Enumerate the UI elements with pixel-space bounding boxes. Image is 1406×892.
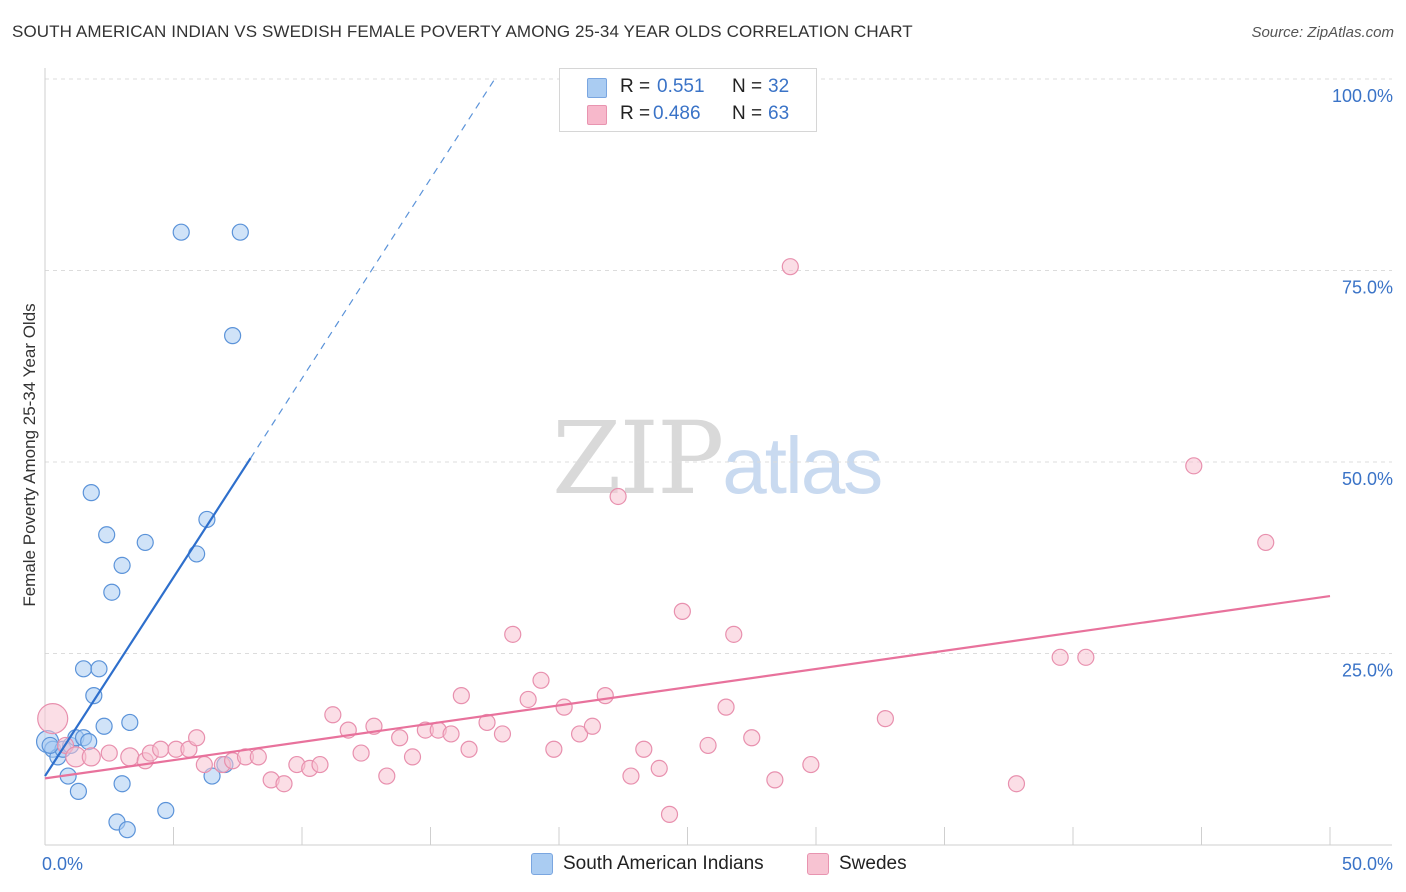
data-point-swedes	[1077, 648, 1095, 666]
data-point-swedes	[352, 744, 370, 762]
trend-line-swedes	[44, 594, 1331, 780]
data-point-swedes	[555, 698, 573, 716]
data-point-south-american-indians	[85, 687, 103, 705]
n-value: 32	[768, 76, 790, 97]
x-tick-label: 50.0%	[1342, 854, 1393, 874]
data-point-swedes	[378, 767, 396, 785]
data-point-swedes	[460, 740, 478, 758]
data-point-south-american-indians	[80, 732, 98, 751]
legend: South American Indians Swedes	[0, 850, 1406, 878]
data-point-swedes	[504, 625, 522, 643]
stats-box: R = 0.551 N = 32 R = 0.486 N = 63	[559, 68, 817, 132]
data-point-swedes	[493, 725, 512, 743]
data-point-swedes	[650, 759, 668, 778]
data-point-swedes	[249, 748, 267, 766]
data-point-swedes	[876, 710, 894, 728]
data-point-south-american-indians	[118, 821, 136, 839]
n-label: N =	[732, 76, 763, 97]
data-point-swedes	[120, 747, 140, 767]
chart-title: SOUTH AMERICAN INDIAN VS SWEDISH FEMALE …	[12, 22, 913, 41]
data-point-swedes	[1257, 533, 1275, 552]
legend-swatch-south-american-indians	[531, 853, 553, 875]
data-point-south-american-indians	[103, 583, 121, 601]
data-point-swedes	[743, 729, 761, 747]
data-point-swedes	[583, 717, 602, 735]
data-point-south-american-indians	[113, 775, 131, 793]
y-tick-label: 25.0%	[1342, 661, 1393, 681]
data-point-swedes	[660, 805, 679, 823]
data-point-swedes	[673, 602, 691, 620]
data-point-south-american-indians	[136, 533, 154, 552]
n-value: 63	[768, 103, 790, 124]
data-point-swedes	[545, 740, 563, 758]
data-point-swedes	[725, 625, 743, 643]
stats-swatch-south-american-indians	[587, 78, 607, 98]
data-point-swedes	[478, 713, 496, 732]
data-point-south-american-indians	[69, 782, 88, 800]
data-point-south-american-indians	[95, 717, 113, 735]
data-point-swedes	[570, 725, 589, 743]
data-point-south-american-indians	[231, 223, 249, 241]
data-point-swedes	[100, 744, 118, 762]
data-point-swedes	[275, 775, 293, 793]
data-point-south-american-indians	[41, 736, 59, 755]
data-point-swedes	[519, 690, 537, 709]
data-point-swedes	[635, 740, 653, 758]
data-point-swedes	[403, 748, 422, 766]
data-point-swedes	[717, 698, 735, 716]
data-point-swedes	[324, 706, 342, 724]
data-point-swedes	[596, 687, 614, 705]
stats-swatch-swedes	[587, 105, 607, 125]
data-point-south-american-indians	[113, 556, 131, 575]
r-label: R =	[620, 103, 651, 124]
data-point-swedes	[37, 703, 69, 735]
data-point-swedes	[391, 729, 409, 747]
data-point-south-american-indians	[90, 660, 108, 678]
r-label: R =	[620, 76, 651, 97]
data-point-swedes	[699, 736, 717, 755]
legend-label: Swedes	[839, 853, 907, 874]
y-tick-label: 50.0%	[1342, 469, 1393, 489]
data-point-south-american-indians	[121, 713, 139, 732]
trend-line-extension-south-american-indians	[250, 78, 496, 459]
data-point-south-american-indians	[98, 526, 116, 544]
y-tick-label: 100.0%	[1332, 86, 1393, 106]
data-point-swedes	[802, 755, 820, 774]
data-point-swedes	[152, 740, 170, 758]
data-point-swedes	[609, 487, 627, 506]
legend-swatch-swedes	[807, 853, 829, 875]
data-point-swedes	[781, 258, 799, 276]
data-point-south-american-indians	[172, 223, 190, 241]
data-point-swedes	[81, 747, 101, 767]
r-value: 0.551	[657, 76, 705, 97]
data-point-south-american-indians	[224, 327, 242, 345]
trend-line-south-american-indians	[44, 457, 252, 777]
x-tick-label: 0.0%	[42, 854, 83, 874]
data-point-swedes	[1007, 775, 1026, 793]
data-point-swedes	[1185, 457, 1203, 475]
y-tick-label: 75.0%	[1342, 278, 1393, 298]
data-point-swedes	[452, 687, 470, 705]
legend-label: South American Indians	[563, 853, 764, 874]
zipatlas-watermark: ZIPatlas	[552, 400, 883, 517]
source-credit: Source: ZipAtlas.com	[1251, 24, 1394, 41]
n-label: N =	[732, 103, 763, 124]
data-point-swedes	[442, 725, 460, 743]
data-point-south-american-indians	[82, 484, 100, 502]
data-point-swedes	[1051, 648, 1069, 666]
r-value: 0.486	[653, 103, 701, 124]
data-point-swedes	[311, 755, 329, 774]
data-point-south-american-indians	[74, 660, 93, 678]
data-point-south-american-indians	[157, 801, 175, 820]
data-point-swedes	[532, 671, 550, 689]
data-point-swedes	[766, 771, 784, 789]
data-point-swedes	[195, 755, 213, 774]
data-point-swedes	[622, 767, 640, 785]
data-point-swedes	[188, 729, 206, 747]
